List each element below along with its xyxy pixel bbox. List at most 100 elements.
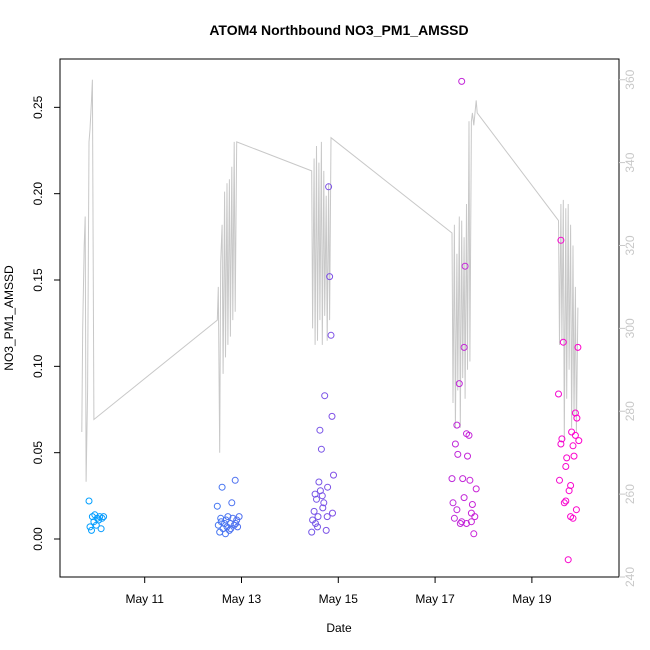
data-point [560, 499, 568, 507]
data-point [218, 483, 226, 491]
data-point [458, 518, 466, 526]
data-point [471, 513, 479, 521]
data-point [228, 499, 236, 507]
x-tick-label: May 11 [125, 592, 164, 606]
data-point [330, 471, 337, 479]
x-tick-label: May 13 [222, 592, 262, 606]
data-point [451, 440, 459, 448]
data-point [569, 514, 577, 522]
data-point [324, 483, 332, 491]
data-point [456, 520, 464, 527]
data-point [448, 475, 456, 483]
chart-title: ATOM4 Northbound NO3_PM1_AMSSD [209, 22, 468, 38]
data-point [88, 526, 95, 534]
y2-tick-label: 360 [623, 69, 637, 89]
x-tick-label: May 15 [319, 592, 359, 606]
data-point [568, 428, 576, 436]
points-layer [85, 77, 583, 564]
y2-tick-label: 320 [623, 235, 637, 255]
data-point [217, 518, 225, 526]
x-axis: May 11 May 13 May 15 May 17 May 19 [125, 577, 552, 606]
data-point [558, 435, 566, 443]
data-point [575, 437, 583, 445]
data-point [100, 513, 108, 521]
data-point [449, 499, 457, 507]
data-point [320, 499, 328, 507]
data-point [464, 452, 471, 460]
data-point [563, 454, 571, 462]
data-point [97, 525, 105, 533]
data-point [329, 509, 336, 517]
y-tick-label: 0.10 [31, 354, 45, 378]
data-point [314, 523, 321, 531]
data-point [466, 476, 474, 484]
data-point [95, 516, 103, 524]
data-point [460, 343, 468, 351]
data-point [313, 495, 320, 503]
data-point [232, 520, 240, 527]
data-point [315, 478, 323, 486]
data-point [229, 514, 237, 522]
x-axis-label: Date [326, 621, 352, 635]
temperature-line-layer [81, 79, 579, 482]
data-point [559, 338, 567, 346]
data-point [311, 490, 319, 498]
x-tick-label: May 19 [512, 592, 552, 606]
data-point [216, 528, 224, 536]
data-point [312, 520, 319, 527]
data-point [322, 526, 330, 534]
data-point [574, 343, 582, 351]
x-tick-label: May 17 [415, 592, 455, 606]
data-point [453, 506, 461, 514]
data-point [455, 380, 463, 388]
data-point [319, 504, 327, 512]
data-point [557, 236, 565, 244]
data-point [453, 421, 461, 429]
y2-tick-label: 260 [623, 484, 637, 504]
data-point [570, 452, 578, 460]
data-point [472, 485, 480, 493]
y2-tick-label: 240 [623, 567, 637, 587]
data-point [86, 523, 94, 531]
y-tick-label: 0.25 [31, 95, 45, 119]
data-point [224, 513, 232, 521]
data-point [572, 506, 580, 514]
y-tick-label: 0.05 [31, 441, 45, 465]
y-tick-label: 0.20 [31, 182, 45, 206]
y-axis-label: NO3_PM1_AMSSD [2, 265, 16, 371]
data-point [98, 514, 106, 522]
data-point [323, 513, 331, 521]
data-point [327, 331, 335, 339]
data-point [463, 520, 470, 527]
data-point [468, 501, 476, 508]
data-point [225, 526, 233, 534]
data-point [564, 556, 572, 564]
data-point [571, 431, 579, 439]
data-point [231, 476, 239, 484]
data-point [556, 476, 563, 484]
data-point [571, 409, 579, 417]
data-point [465, 431, 473, 439]
y-tick-label: 0.15 [31, 268, 45, 292]
data-point [470, 530, 478, 538]
data-point [458, 77, 466, 85]
data-point [310, 507, 318, 515]
data-point [325, 183, 333, 191]
data-point [222, 530, 229, 538]
data-point [460, 494, 468, 502]
data-point [328, 412, 336, 420]
data-point [562, 463, 570, 470]
data-point [326, 273, 334, 281]
data-point [459, 475, 467, 483]
data-point [569, 442, 577, 450]
data-point [234, 523, 242, 531]
y-tick-label: 0.00 [31, 527, 45, 551]
data-point [227, 525, 235, 533]
data-point [467, 518, 475, 526]
data-point [85, 497, 93, 505]
data-point [557, 440, 565, 448]
data-point [321, 392, 329, 400]
data-point [213, 502, 221, 510]
plot-frame [59, 58, 620, 578]
